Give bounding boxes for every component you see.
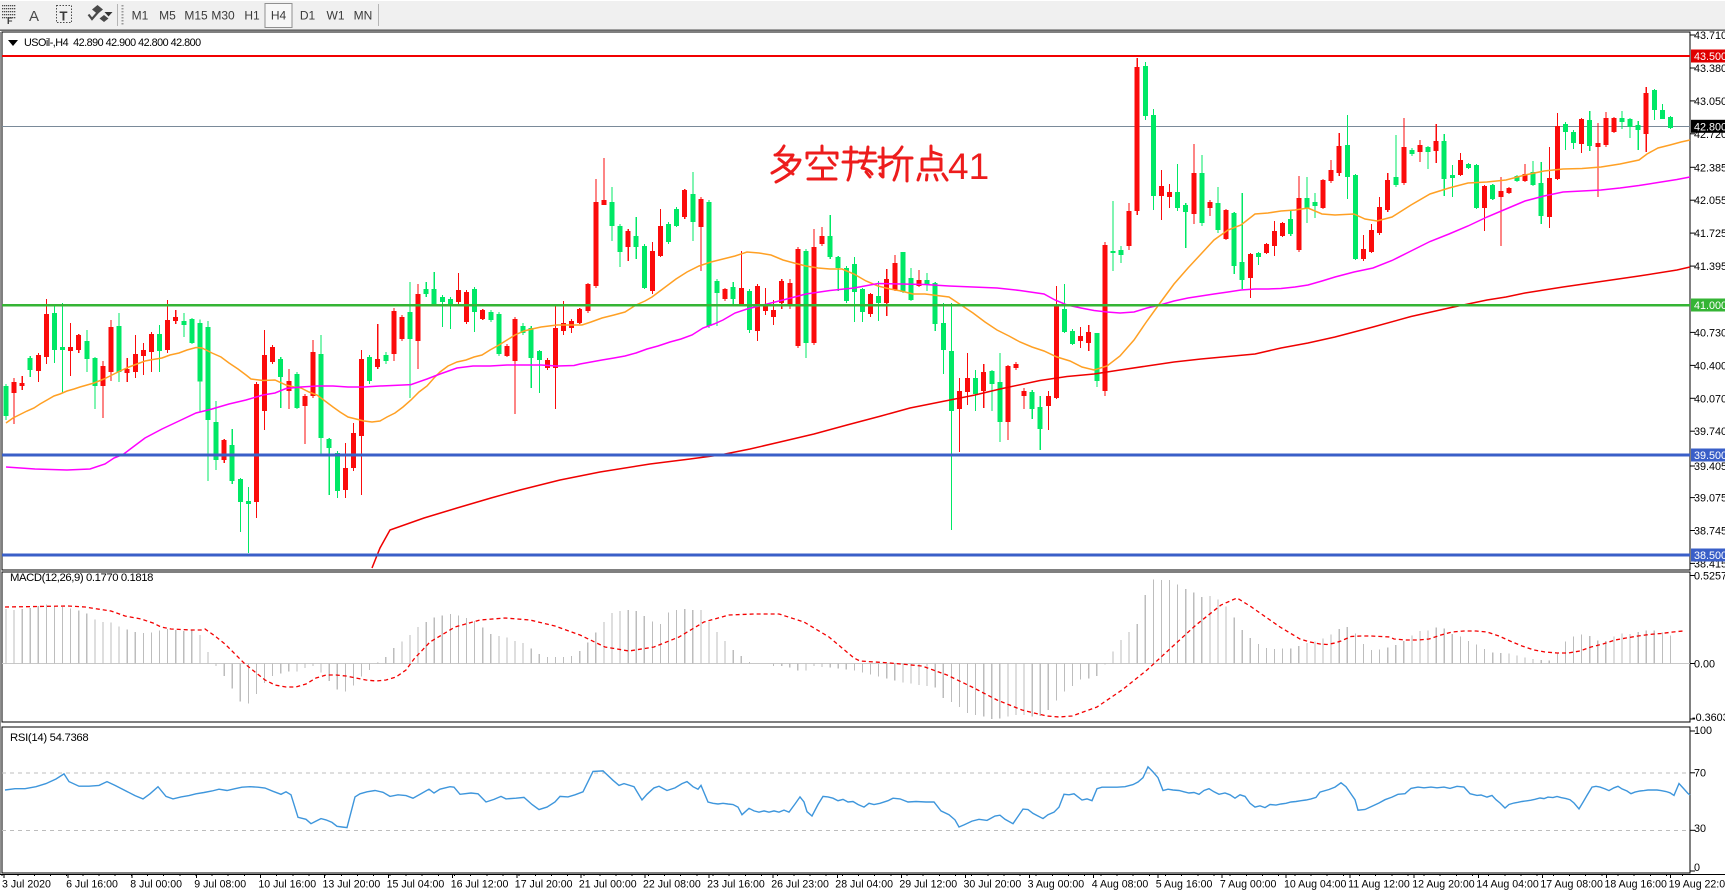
svg-text:MACD(12,26,9) 0.1770 0.1818: MACD(12,26,9) 0.1770 0.1818 [10, 572, 153, 584]
svg-text:100: 100 [1694, 725, 1712, 737]
svg-text:10 Aug 04:00: 10 Aug 04:00 [1284, 879, 1347, 891]
svg-text:19 Aug 22:00: 19 Aug 22:00 [1669, 879, 1725, 891]
svg-text:10 Jul 16:00: 10 Jul 16:00 [258, 879, 316, 891]
svg-text:M1: M1 [132, 9, 149, 23]
svg-text:F: F [7, 16, 13, 26]
svg-text:RSI(14) 54.7368: RSI(14) 54.7368 [10, 732, 88, 744]
svg-text:0.5257: 0.5257 [1694, 571, 1725, 583]
svg-text:41: 41 [948, 146, 989, 187]
svg-text:18 Aug 16:00: 18 Aug 16:00 [1605, 879, 1668, 891]
svg-text:39.405: 39.405 [1694, 461, 1725, 473]
svg-text:15 Jul 04:00: 15 Jul 04:00 [387, 879, 445, 891]
svg-text:41.395: 41.395 [1694, 261, 1725, 273]
svg-text:16 Jul 12:00: 16 Jul 12:00 [451, 879, 509, 891]
svg-text:38.500: 38.500 [1694, 550, 1725, 562]
svg-text:MN: MN [354, 9, 373, 23]
svg-text:8 Jul 00:00: 8 Jul 00:00 [130, 879, 182, 891]
svg-text:40.070: 40.070 [1694, 393, 1725, 405]
svg-text:A: A [29, 8, 39, 25]
svg-text:39.740: 39.740 [1694, 426, 1725, 438]
svg-text:41.000: 41.000 [1694, 300, 1725, 312]
svg-text:39.075: 39.075 [1694, 493, 1725, 505]
svg-text:11 Aug 12:00: 11 Aug 12:00 [1348, 879, 1410, 891]
svg-text:26 Jul 23:00: 26 Jul 23:00 [771, 879, 829, 891]
svg-text:28 Jul 04:00: 28 Jul 04:00 [835, 879, 893, 891]
svg-text:43.380: 43.380 [1694, 63, 1725, 75]
svg-text:4 Aug 08:00: 4 Aug 08:00 [1092, 879, 1149, 891]
svg-text:42.800: 42.800 [1694, 122, 1725, 134]
svg-text:40.400: 40.400 [1694, 360, 1725, 372]
svg-text:M15: M15 [184, 9, 208, 23]
svg-text:30 Jul 20:00: 30 Jul 20:00 [964, 879, 1022, 891]
svg-text:H1: H1 [244, 9, 260, 23]
svg-text:3 Jul 2020: 3 Jul 2020 [2, 879, 51, 891]
svg-text:T: T [60, 9, 68, 24]
svg-text:30: 30 [1694, 823, 1706, 835]
svg-text:6 Jul 16:00: 6 Jul 16:00 [66, 879, 118, 891]
svg-text:H4: H4 [271, 9, 287, 23]
svg-text:0.00: 0.00 [1694, 659, 1715, 671]
svg-text:43.710: 43.710 [1694, 30, 1725, 42]
svg-text:43.050: 43.050 [1694, 96, 1725, 108]
svg-text:29 Jul 12:00: 29 Jul 12:00 [899, 879, 957, 891]
svg-text:D1: D1 [300, 9, 316, 23]
svg-text:9 Jul 08:00: 9 Jul 08:00 [194, 879, 246, 891]
svg-text:USOil-,H4 42.890 42.900 42.80: USOil-,H4 42.890 42.900 42.800 42.800 [24, 37, 201, 49]
svg-text:-0.3603: -0.3603 [1692, 712, 1725, 724]
svg-text:M30: M30 [211, 9, 235, 23]
svg-text:22 Jul 08:00: 22 Jul 08:00 [643, 879, 701, 891]
svg-text:38.745: 38.745 [1694, 526, 1725, 538]
svg-text:70: 70 [1694, 768, 1706, 780]
svg-text:21 Jul 00:00: 21 Jul 00:00 [579, 879, 637, 891]
svg-text:42.385: 42.385 [1694, 162, 1725, 174]
svg-text:41.725: 41.725 [1694, 228, 1725, 240]
svg-text:M5: M5 [159, 9, 176, 23]
svg-text:3 Aug 00:00: 3 Aug 00:00 [1028, 879, 1085, 891]
svg-text:23 Jul 16:00: 23 Jul 16:00 [707, 879, 765, 891]
svg-text:14 Aug 04:00: 14 Aug 04:00 [1476, 879, 1539, 891]
svg-text:12 Aug 20:00: 12 Aug 20:00 [1412, 879, 1475, 891]
svg-text:17 Aug 08:00: 17 Aug 08:00 [1540, 879, 1603, 891]
svg-text:7 Aug 00:00: 7 Aug 00:00 [1220, 879, 1277, 891]
svg-text:W1: W1 [327, 9, 345, 23]
svg-text:43.500: 43.500 [1694, 51, 1725, 63]
svg-text:42.055: 42.055 [1694, 195, 1725, 207]
svg-text:13 Jul 20:00: 13 Jul 20:00 [323, 879, 381, 891]
svg-text:39.500: 39.500 [1694, 450, 1725, 462]
svg-text:17 Jul 20:00: 17 Jul 20:00 [515, 879, 573, 891]
svg-text:40.730: 40.730 [1694, 327, 1725, 339]
svg-text:0: 0 [1694, 862, 1700, 874]
svg-text:5 Aug 16:00: 5 Aug 16:00 [1156, 879, 1213, 891]
